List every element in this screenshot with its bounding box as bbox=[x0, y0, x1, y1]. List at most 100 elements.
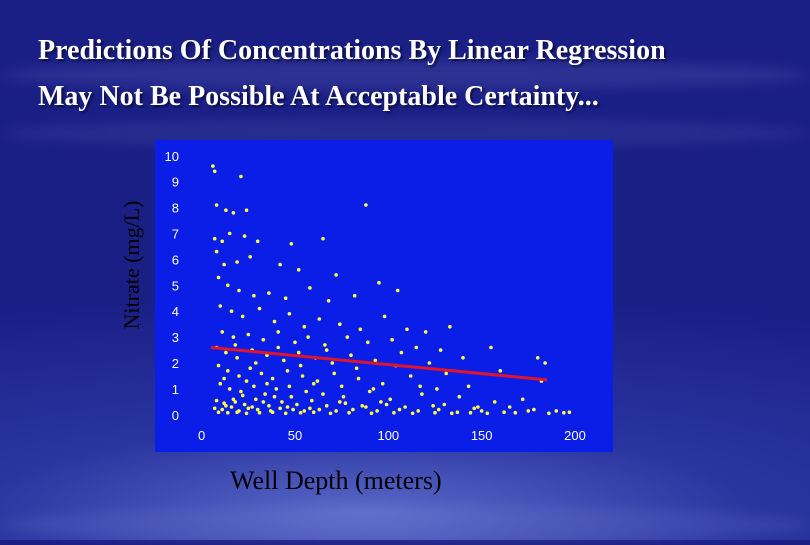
data-point bbox=[379, 400, 383, 404]
data-point bbox=[240, 393, 245, 398]
y-axis-label: Nitrate (mg/L) bbox=[119, 200, 144, 330]
data-point bbox=[326, 299, 331, 303]
data-point bbox=[224, 350, 228, 355]
data-point bbox=[466, 384, 471, 389]
data-point bbox=[339, 384, 344, 389]
data-point bbox=[423, 330, 428, 334]
data-point bbox=[399, 350, 404, 355]
y-tick-label: 8 bbox=[172, 201, 179, 216]
data-point bbox=[220, 330, 224, 334]
data-point bbox=[216, 275, 221, 280]
data-point bbox=[420, 392, 424, 396]
data-point bbox=[351, 407, 355, 412]
data-point bbox=[384, 402, 389, 407]
data-point bbox=[323, 343, 327, 347]
data-point bbox=[248, 366, 252, 370]
y-tick-label: 3 bbox=[172, 330, 179, 345]
data-point bbox=[476, 405, 480, 409]
data-point bbox=[285, 405, 290, 409]
data-point bbox=[224, 208, 228, 212]
data-point bbox=[216, 410, 221, 415]
y-tick-label: 1 bbox=[172, 382, 179, 397]
data-point bbox=[334, 273, 338, 277]
data-point bbox=[343, 401, 348, 406]
data-point bbox=[239, 389, 243, 394]
data-point bbox=[455, 410, 460, 415]
data-point bbox=[285, 369, 290, 373]
y-tick-label: 6 bbox=[172, 252, 179, 267]
x-tick-label: 0 bbox=[198, 428, 205, 443]
data-point bbox=[442, 402, 447, 407]
data-point bbox=[567, 410, 572, 415]
data-point bbox=[272, 394, 277, 399]
data-point bbox=[222, 376, 226, 381]
data-point bbox=[283, 296, 288, 300]
data-point bbox=[231, 335, 236, 339]
data-point bbox=[233, 343, 238, 347]
data-point bbox=[222, 262, 226, 267]
data-point bbox=[526, 409, 531, 413]
data-point bbox=[392, 410, 396, 415]
data-point bbox=[457, 394, 462, 399]
y-tick-label: 4 bbox=[172, 304, 179, 319]
data-point bbox=[227, 231, 232, 236]
data-point bbox=[222, 401, 226, 406]
data-point bbox=[287, 312, 292, 316]
data-point bbox=[390, 337, 394, 342]
data-point bbox=[212, 169, 217, 174]
y-tick-label: 7 bbox=[172, 226, 179, 241]
data-point bbox=[435, 387, 439, 391]
y-tick-labels: 0 1 2 3 4 5 6 7 8 9 10 bbox=[165, 149, 179, 423]
data-point bbox=[395, 288, 400, 293]
data-point bbox=[321, 392, 325, 396]
data-point bbox=[235, 260, 239, 264]
data-point bbox=[216, 363, 221, 368]
data-point bbox=[364, 203, 368, 207]
data-point bbox=[356, 376, 361, 381]
data-point bbox=[226, 283, 230, 288]
data-point bbox=[257, 410, 262, 415]
data-point bbox=[280, 400, 284, 404]
data-point bbox=[270, 376, 275, 381]
y-tick-label: 9 bbox=[172, 175, 179, 190]
data-point bbox=[427, 361, 432, 365]
data-point bbox=[263, 392, 267, 396]
title-line-2: May Not Be Possible At Acceptable Certai… bbox=[38, 81, 599, 112]
data-point bbox=[244, 411, 249, 416]
data-point bbox=[300, 374, 305, 378]
data-point bbox=[513, 410, 518, 415]
data-point bbox=[321, 236, 325, 241]
data-point bbox=[520, 397, 525, 402]
data-point bbox=[240, 314, 245, 319]
data-point bbox=[218, 304, 223, 308]
data-point bbox=[235, 356, 239, 360]
data-point bbox=[298, 410, 303, 415]
data-point bbox=[308, 286, 312, 290]
data-point bbox=[278, 406, 282, 411]
data-point bbox=[278, 262, 282, 267]
data-point bbox=[328, 411, 333, 416]
data-point bbox=[226, 410, 230, 415]
slide-title: Predictions Of Concentrations By Linear … bbox=[38, 28, 798, 120]
data-point bbox=[212, 406, 217, 411]
data-point bbox=[229, 309, 234, 313]
data-point bbox=[489, 345, 493, 350]
data-point bbox=[332, 371, 336, 376]
data-point bbox=[252, 384, 256, 389]
data-point bbox=[431, 404, 435, 408]
data-point bbox=[562, 410, 566, 415]
data-point bbox=[272, 319, 277, 324]
data-point bbox=[324, 404, 329, 408]
data-point bbox=[547, 411, 551, 416]
data-point bbox=[341, 394, 346, 399]
x-tick-label: 50 bbox=[288, 428, 302, 443]
data-point bbox=[310, 398, 314, 403]
data-point bbox=[250, 405, 254, 409]
data-point bbox=[296, 268, 301, 272]
data-point bbox=[233, 400, 238, 404]
data-point bbox=[235, 410, 239, 415]
data-point bbox=[214, 249, 219, 254]
data-point bbox=[324, 348, 329, 352]
data-point bbox=[254, 397, 258, 402]
data-point bbox=[295, 402, 299, 407]
